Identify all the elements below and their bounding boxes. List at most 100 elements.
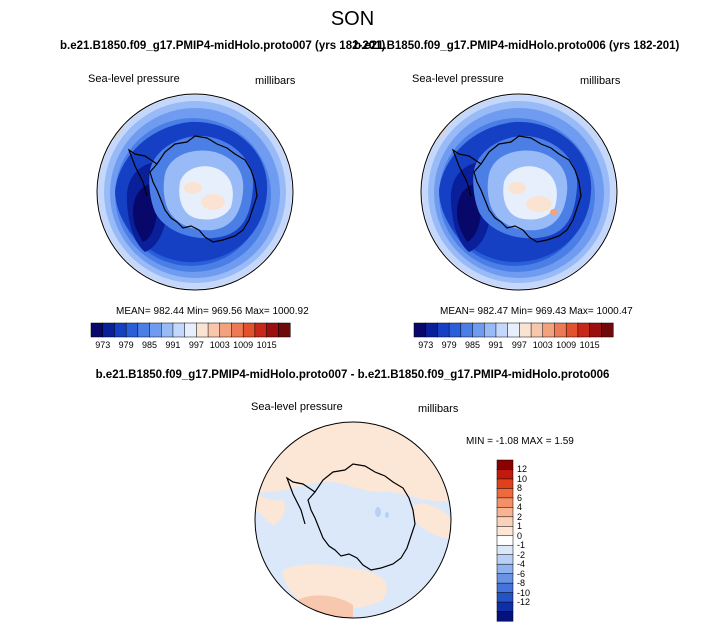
colorbar-tick-label: 1009 (233, 340, 254, 350)
colorbar-tick-label: 997 (188, 340, 204, 350)
colorbar-swatch (496, 582, 514, 594)
colorbar-tick-label: -6 (517, 568, 526, 579)
colorbar-difference-ticks: 12 10 8 6 4 2 1 0 -1 -2 -4 -6 -8 -10 -12 (517, 460, 547, 621)
colorbar-swatch (507, 322, 520, 338)
colorbar-swatch (589, 322, 602, 338)
difference-variable-label: Sea-level pressure (251, 401, 343, 413)
colorbar-swatch (437, 322, 450, 338)
colorbar-swatch (496, 592, 514, 603)
colorbar-tick-label: 12 (517, 464, 528, 475)
colorbar-swatch (207, 322, 221, 338)
colorbar-swatch (496, 601, 514, 613)
polar-map-difference (254, 421, 452, 619)
colorbar-tick-label: 973 (95, 340, 111, 350)
colorbar-swatch (231, 322, 244, 338)
colorbar-tick-label: 997 (511, 340, 527, 350)
colorbar-swatch (266, 322, 279, 338)
colorbar-swatch (496, 573, 514, 584)
colorbar-tick-label: 1015 (579, 340, 600, 350)
colorbar-left-ticks: 973 979 985 991 997 1003 1009 1015 (91, 340, 290, 352)
colorbar-swatch (90, 322, 104, 338)
colorbar-swatch (254, 322, 268, 338)
colorbar-swatch (242, 322, 256, 338)
colorbar-swatch (102, 322, 115, 338)
colorbar-swatch (577, 322, 591, 338)
colorbar-swatch (496, 535, 514, 546)
colorbar-tick-label: 1003 (532, 340, 553, 350)
difference-units-label: millibars (418, 403, 459, 415)
colorbar-swatch (472, 322, 485, 338)
colorbar-swatch (496, 563, 514, 575)
colorbar-difference (496, 459, 514, 622)
colorbar-swatch (542, 322, 556, 338)
colorbar-swatch (496, 497, 514, 508)
colorbar-tick-label: 1003 (209, 340, 230, 350)
colorbar-swatch (448, 322, 462, 338)
colorbar-swatch (460, 322, 474, 338)
colorbar-swatch (483, 322, 497, 338)
colorbar-tick-label: 973 (418, 340, 434, 350)
colorbar-swatch (496, 516, 514, 527)
colorbar-swatch (278, 322, 291, 338)
stats-left: MEAN= 982.44 Min= 969.56 Max= 1000.92 (116, 306, 309, 317)
colorbar-tick-label: 979 (118, 340, 134, 350)
colorbar-swatch (495, 322, 509, 338)
colorbar-swatch (496, 459, 514, 471)
colorbar-tick-label: -8 (517, 578, 526, 589)
case-title-left: b.e21.B1850.f09_g17.PMIP4-midHolo.proto0… (60, 40, 386, 52)
colorbar-swatch (519, 322, 532, 338)
colorbar-swatch (425, 322, 438, 338)
colorbar-tick-label: 6 (517, 492, 523, 503)
colorbar-swatch (496, 611, 514, 622)
case-title-right: b.e21.B1850.f09_g17.PMIP4-midHolo.proto0… (354, 40, 680, 52)
colorbar-swatch (496, 526, 514, 537)
colorbar-tick-label: 991 (488, 340, 504, 350)
colorbar-tick-label: -1 (517, 540, 526, 551)
colorbar-tick-label: -12 (517, 597, 531, 608)
variable-label-right: Sea-level pressure (412, 73, 504, 85)
colorbar-swatch (114, 322, 127, 338)
colorbar-swatch (172, 322, 186, 338)
colorbar-tick-label: 1009 (556, 340, 577, 350)
colorbar-swatch (496, 544, 514, 556)
colorbar-tick-label: 1015 (256, 340, 277, 350)
colorbar-tick-label: 991 (165, 340, 181, 350)
polar-map-right (420, 93, 618, 291)
polar-map-left (96, 93, 294, 291)
colorbar-tick-label: -10 (517, 587, 531, 598)
difference-title: b.e21.B1850.f09_g17.PMIP4-midHolo.proto0… (95, 369, 610, 381)
figure-title: SON (330, 8, 375, 30)
colorbar-tick-label: -4 (517, 559, 526, 570)
colorbar-swatch (496, 488, 514, 499)
colorbar-swatch (565, 322, 579, 338)
colorbar-swatch (601, 322, 614, 338)
colorbar-swatch (196, 322, 209, 338)
colorbar-swatch (184, 322, 197, 338)
stats-right: MEAN= 982.47 Min= 969.43 Max= 1000.47 (440, 306, 633, 317)
colorbar-swatch (413, 322, 427, 338)
colorbar-swatch (496, 469, 514, 480)
variable-label-left: Sea-level pressure (88, 73, 180, 85)
colorbar-tick-label: -2 (517, 549, 526, 560)
colorbar-swatch (137, 322, 151, 338)
colorbar-swatch (219, 322, 233, 338)
colorbar-tick-label: 0 (517, 530, 523, 541)
units-label-right: millibars (580, 75, 621, 87)
difference-stats: MIN = -1.08 MAX = 1.59 (466, 436, 574, 447)
colorbar-right (413, 322, 614, 338)
colorbar-swatch (496, 507, 514, 518)
colorbar-tick-label: 985 (465, 340, 481, 350)
colorbar-tick-label: 4 (517, 502, 523, 513)
colorbar-swatch (496, 478, 514, 489)
colorbar-tick-label: 979 (441, 340, 457, 350)
colorbar-tick-label: 8 (517, 483, 523, 494)
colorbar-tick-label: 985 (142, 340, 158, 350)
colorbar-swatch (160, 322, 174, 338)
colorbar-tick-label: 10 (517, 473, 528, 484)
colorbar-left (90, 322, 291, 338)
units-label-left: millibars (255, 75, 296, 87)
colorbar-swatch (530, 322, 544, 338)
colorbar-right-ticks: 973 979 985 991 997 1003 1009 1015 (414, 340, 613, 352)
colorbar-tick-label: 1 (517, 521, 523, 532)
colorbar-swatch (125, 322, 139, 338)
